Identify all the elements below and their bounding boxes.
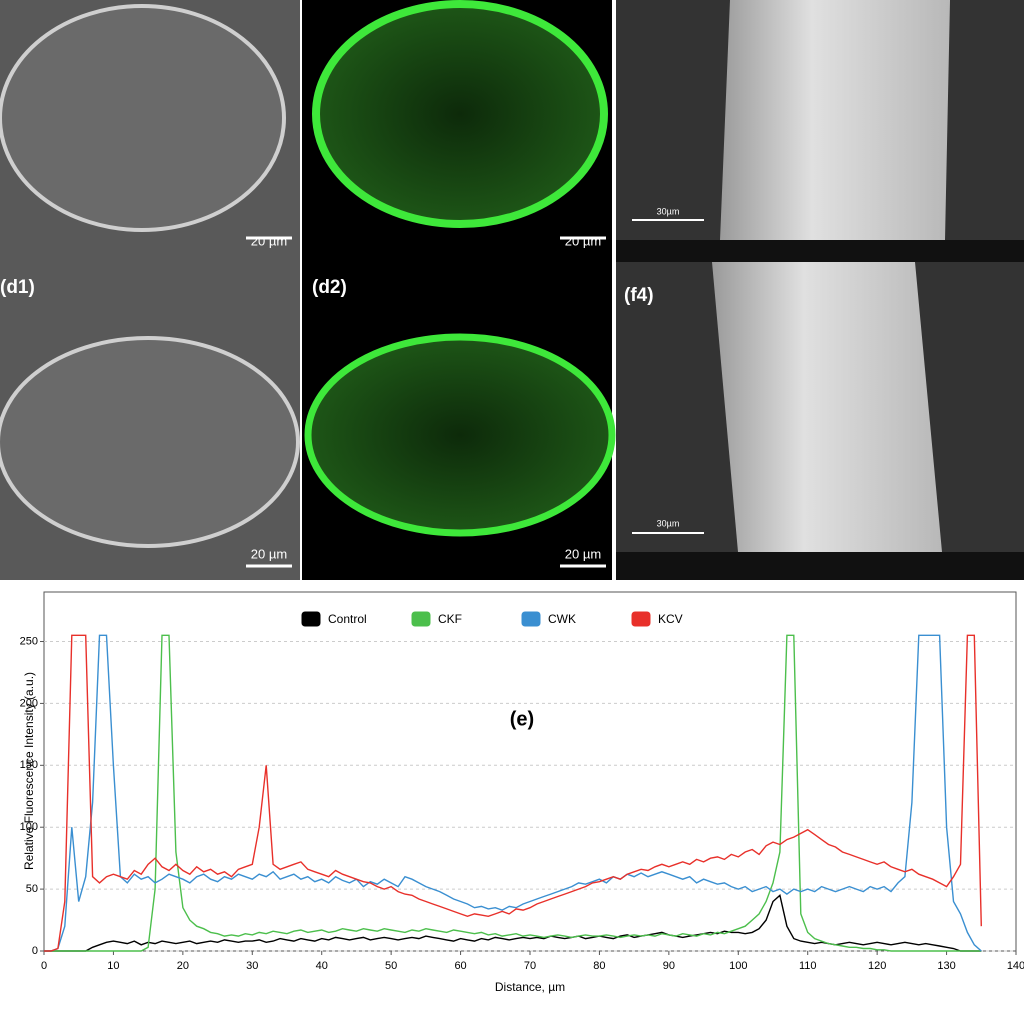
chart: (e) Distance, µm Relative Fluorescence I…: [20, 591, 1024, 994]
chart-title: (e): [510, 708, 534, 730]
panel-label: (d1): [0, 277, 35, 298]
x-tick-label: 90: [663, 960, 675, 972]
x-tick-label: 140: [1007, 960, 1024, 972]
x-axis-label: Distance, µm: [495, 980, 565, 994]
x-tick-label: 0: [41, 960, 47, 972]
y-tick-label: 0: [32, 945, 38, 957]
x-tick-label: 50: [385, 960, 397, 972]
plot-frame: [43, 591, 1017, 952]
fluor-egg: [304, 333, 616, 537]
sem-fiber: [720, 0, 950, 240]
scale-label: 20 µm: [251, 233, 287, 248]
y-tick-label: 100: [20, 821, 38, 833]
panel-label: (d2): [312, 277, 347, 298]
dic-egg: [0, 4, 286, 232]
y-tick-label: 250: [20, 635, 38, 647]
legend-swatch: [521, 611, 541, 627]
x-tick-label: 80: [593, 960, 605, 972]
x-tick-label: 10: [107, 960, 119, 972]
x-tick-label: 110: [799, 960, 817, 972]
legend-label: KCV: [658, 612, 683, 626]
legend-swatch: [301, 611, 321, 627]
series-line: [44, 634, 982, 952]
fluor-egg: [312, 0, 608, 228]
legend-swatch: [631, 611, 651, 627]
y-tick-label: 150: [20, 759, 38, 771]
y-tick-label: 50: [26, 883, 38, 895]
x-tick-label: 100: [729, 960, 747, 972]
micrographs: 20 µm 20 µm 30µm 20 µm 20 µm 30µm (d1) (…: [0, 0, 1024, 580]
legend-label: CKF: [438, 612, 462, 626]
legend-swatch: [411, 611, 431, 627]
dic-egg: [0, 336, 300, 548]
legend-label: Control: [328, 612, 367, 626]
scale-label: 20 µm: [251, 546, 287, 561]
sem-infobar: [616, 552, 1024, 580]
x-tick-label: 40: [316, 960, 328, 972]
x-tick-label: 60: [454, 960, 466, 972]
x-tick-label: 70: [524, 960, 536, 972]
series-line: [44, 634, 982, 952]
y-axis-label: Relative Fluorescence Intensity (a.u.): [22, 672, 36, 870]
sem-fiber: [712, 262, 942, 552]
y-tick-label: 200: [20, 697, 38, 709]
panel-label: (f4): [624, 285, 654, 306]
scale-label: 20 µm: [565, 546, 601, 561]
sem-infobar: [616, 240, 1024, 262]
series-line: [44, 634, 982, 952]
x-tick-label: 30: [246, 960, 258, 972]
x-tick-label: 120: [868, 960, 886, 972]
scale-label: 30µm: [657, 518, 680, 528]
scale-label: 20 µm: [565, 233, 601, 248]
x-tick-label: 130: [937, 960, 955, 972]
scale-label: 30µm: [657, 206, 680, 216]
x-tick-label: 20: [177, 960, 189, 972]
legend-label: CWK: [548, 612, 576, 626]
